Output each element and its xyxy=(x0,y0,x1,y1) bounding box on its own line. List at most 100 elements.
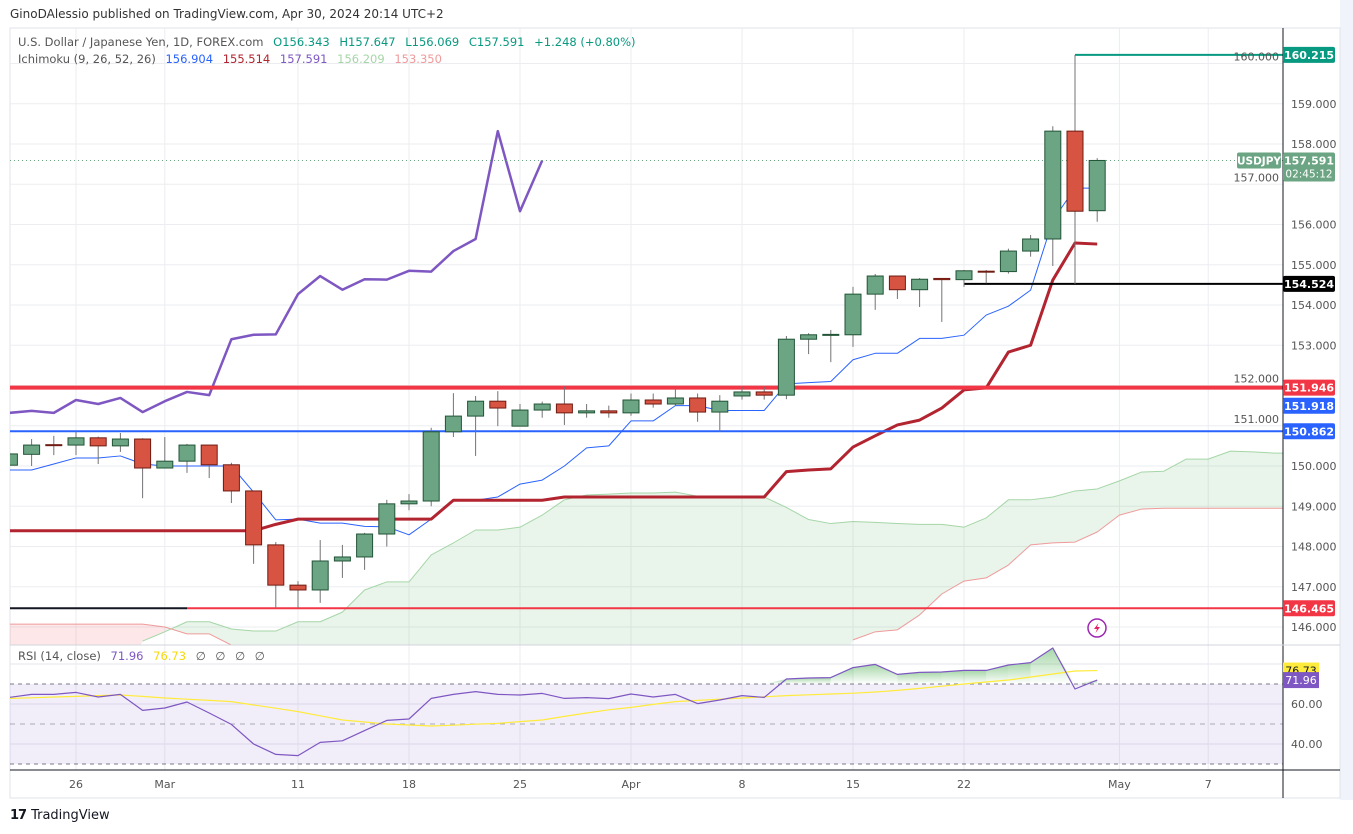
candle-up xyxy=(10,453,18,466)
candle-up xyxy=(422,427,440,507)
candle-body xyxy=(489,400,507,409)
price-badge: 151.918 xyxy=(1283,397,1335,414)
chikou-line xyxy=(10,129,544,415)
cloud-segment xyxy=(142,624,165,642)
candle-body xyxy=(467,400,485,417)
rsi-overbought-fill xyxy=(1030,648,1053,684)
cloud-segment xyxy=(231,629,254,645)
rsi-overbought-fill xyxy=(786,678,809,684)
tradingview-logo-icon[interactable]: 17 xyxy=(10,808,27,823)
rsi-overbought-fill xyxy=(964,670,987,684)
cloud-segment xyxy=(631,492,654,645)
candle-up xyxy=(844,286,862,347)
price-tick-label: 148.000 xyxy=(1291,541,1337,554)
kijun-line xyxy=(10,241,1098,533)
symbol-badge-bg xyxy=(1237,152,1281,169)
rsi-pane xyxy=(10,647,1283,765)
candle-body xyxy=(800,334,818,340)
rsi-ma-line xyxy=(10,669,1098,727)
symbol-badge[interactable]: USDJPY xyxy=(1237,152,1281,169)
price-tick-label: 154.000 xyxy=(1291,299,1337,312)
candle-down xyxy=(933,277,951,322)
rsi-overbought-fill xyxy=(1075,680,1098,684)
candles xyxy=(10,54,1106,609)
candle-down xyxy=(600,405,618,418)
price-tick-label: 160.000 xyxy=(1234,51,1280,64)
lightning-icon[interactable] xyxy=(1087,618,1107,638)
change-value: +1.248 (+0.80%) xyxy=(534,35,636,49)
cloud-segment xyxy=(120,624,143,645)
candle-body xyxy=(888,275,906,291)
cloud-segment xyxy=(897,523,920,630)
candle-up xyxy=(356,532,374,570)
cloud-segment xyxy=(386,581,409,645)
rsi-label[interactable]: RSI (14, close) xyxy=(18,649,101,663)
candle-up xyxy=(999,248,1017,274)
price-tick-label: 149.000 xyxy=(1291,500,1337,513)
candle-up xyxy=(333,544,351,578)
cloud-segment xyxy=(764,496,787,645)
price-tick-label: 150.000 xyxy=(1291,460,1337,473)
ichimoku-label[interactable]: Ichimoku (9, 26, 52, 26) xyxy=(18,52,156,66)
grid xyxy=(10,28,1283,770)
footer-brand[interactable]: TradingView xyxy=(31,808,110,823)
candle-body xyxy=(777,338,795,396)
candle-body xyxy=(89,437,107,447)
cloud-segment xyxy=(431,542,454,645)
cloud-segment xyxy=(520,515,543,645)
candle-body xyxy=(422,431,440,502)
candle-down xyxy=(89,436,107,464)
last-price-text: 157.591 xyxy=(1284,154,1334,167)
countdown-text: 02:45:12 xyxy=(1285,168,1332,180)
rsi-overbought-fill xyxy=(1052,648,1075,684)
price-badge: 150.862 xyxy=(1283,423,1335,440)
candle-up xyxy=(800,333,818,355)
candle-body xyxy=(1088,159,1106,212)
cloud-segment xyxy=(608,492,631,645)
candle-body xyxy=(622,399,640,414)
time-tick-label: Mar xyxy=(154,778,175,791)
rsi-overbought-fill xyxy=(830,667,853,684)
cloud-segment xyxy=(1052,490,1075,543)
chikou-value: 157.591 xyxy=(279,52,328,66)
rsi-ma-value: 76.73 xyxy=(153,649,187,663)
price-tick-label: 159.000 xyxy=(1291,98,1337,111)
price-tick-label: 153.000 xyxy=(1291,339,1337,352)
cloud-segment xyxy=(1274,453,1283,509)
cloud-segment xyxy=(1097,480,1120,533)
candle-body xyxy=(311,560,329,591)
candle-up xyxy=(1088,158,1106,222)
axes: 146.000 147.000 148.000 149.000 150.000 151.0… xyxy=(69,46,1337,791)
candle-body xyxy=(400,500,418,505)
candle-up xyxy=(1044,126,1062,266)
tenkan-value: 156.904 xyxy=(165,52,214,66)
candle-body xyxy=(1066,130,1084,212)
time-tick-label: 22 xyxy=(957,778,971,791)
candle-body xyxy=(999,250,1017,273)
cloud-segment xyxy=(697,496,720,645)
cloud-segment xyxy=(475,529,498,645)
candle-body xyxy=(644,399,662,405)
rsi-overbought-fill xyxy=(764,679,787,684)
price-tick-label: 158.000 xyxy=(1291,138,1337,151)
footer: 17 TradingView xyxy=(10,808,110,823)
price-badge-bg xyxy=(1283,379,1335,396)
cloud-segment xyxy=(1186,459,1209,509)
candle-body xyxy=(555,403,573,414)
candle-up xyxy=(578,404,596,418)
candle-up xyxy=(311,540,329,603)
candle-body xyxy=(844,293,862,336)
candle-body xyxy=(222,464,240,492)
candle-body xyxy=(511,409,529,427)
cloud-segment xyxy=(1163,459,1186,509)
candle-down xyxy=(977,269,995,284)
candle-down xyxy=(489,391,507,427)
rsi-overbought-fill xyxy=(986,665,1009,684)
symbol-description[interactable]: U.S. Dollar / Japanese Yen, 1D, FOREX.co… xyxy=(18,35,264,49)
price-tick-label: 156.000 xyxy=(1291,219,1337,232)
price-badge: 151.946 xyxy=(1283,379,1335,396)
candle-body xyxy=(711,400,729,413)
candle-down xyxy=(888,275,906,299)
